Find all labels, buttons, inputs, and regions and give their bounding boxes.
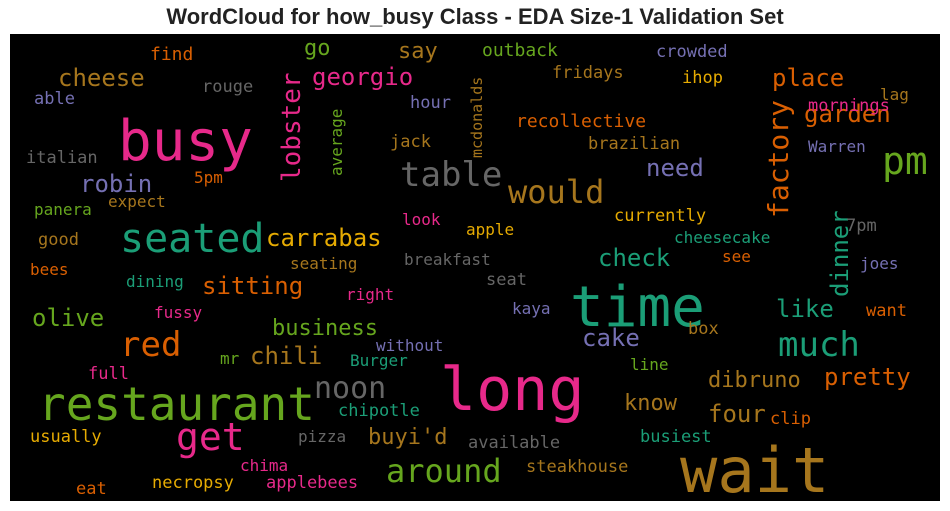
word-red: red (120, 325, 181, 365)
word-mornings: mornings (808, 96, 890, 116)
word-necropsy: necropsy (152, 473, 234, 493)
word-like: like (776, 295, 834, 323)
word-say: say (398, 39, 438, 64)
word-look: look (402, 210, 441, 229)
wordcloud-svg: wait long time busy restaurant seated table get… (26, 36, 928, 501)
word-recollective: recollective (516, 111, 646, 132)
word-chima: chima (240, 456, 288, 475)
word-italian: italian (26, 148, 98, 168)
word-get: get (176, 415, 245, 459)
word-noon: noon (314, 371, 386, 406)
word-mcdonalds: mcdonalds (468, 77, 486, 158)
word-would: would (508, 173, 604, 211)
word-find: find (150, 44, 193, 65)
word-pm: pm (882, 139, 928, 183)
word-dibruno: dibruno (708, 368, 801, 393)
word-cheese: cheese (58, 64, 145, 92)
word-available: available (468, 433, 560, 453)
word-crowded: crowded (656, 42, 728, 62)
word-go: go (304, 36, 331, 61)
word-right: right (346, 285, 394, 304)
word-warren: Warren (808, 137, 866, 156)
word-robin: robin (80, 170, 152, 198)
word-average: average (327, 109, 346, 176)
word-seating: seating (290, 254, 357, 273)
word-georgio: georgio (312, 63, 413, 91)
word-lag: lag (880, 85, 909, 104)
word-factory: factory (762, 100, 795, 218)
word-seat: seat (486, 270, 527, 290)
word-business: business (272, 316, 378, 341)
word-eat: eat (76, 479, 107, 499)
word-steakhouse: steakhouse (526, 457, 628, 477)
word-table: table (400, 155, 502, 195)
word-mr: mr (220, 349, 240, 368)
word-place: place (772, 64, 844, 92)
word-dining: dining (126, 272, 184, 291)
word-wait: wait (680, 434, 829, 501)
word-clip: clip (770, 409, 811, 429)
wordcloud-canvas: wait long time busy restaurant seated table get… (10, 34, 940, 501)
word-panera: panera (34, 200, 92, 219)
word-time: time (570, 275, 705, 340)
word-busy: busy (118, 109, 253, 174)
word-line: line (630, 355, 669, 374)
word-rouge: rouge (202, 77, 253, 97)
word-ihop: ihop (682, 68, 723, 88)
word-currently: currently (614, 206, 706, 226)
word-seated: seated (120, 216, 265, 262)
word-dinner: dinner (826, 210, 854, 297)
word-bees: bees (30, 260, 69, 279)
word-chili: chili (250, 342, 322, 370)
word-long: long (440, 355, 585, 425)
word-see: see (722, 247, 751, 266)
word-buyi-d: buyi'd (368, 425, 447, 450)
word-fridays: fridays (552, 63, 624, 83)
word-pizza: pizza (298, 427, 346, 446)
word-7pm: 7pm (846, 216, 877, 236)
word-garden: garden (804, 100, 891, 128)
word-5pm: 5pm (194, 168, 223, 187)
word-need: need (646, 154, 704, 182)
word-hour: hour (410, 93, 451, 113)
word-joes: joes (860, 254, 899, 273)
word-cheesecake: cheesecake (674, 228, 770, 247)
word-without: without (376, 336, 443, 355)
word-box: box (688, 319, 719, 339)
word-able: able (34, 89, 75, 109)
word-olive: olive (32, 304, 104, 332)
word-busiest: busiest (640, 427, 712, 447)
word-lobster: lobster (277, 72, 307, 182)
word-full: full (88, 364, 129, 384)
word-applebees: applebees (266, 473, 358, 493)
word-sitting: sitting (202, 272, 303, 300)
word-apple: apple (466, 220, 514, 239)
word-around: around (386, 452, 502, 490)
word-want: want (866, 301, 907, 321)
chart-title: WordCloud for how_busy Class - EDA Size-… (166, 4, 784, 29)
word-brazilian: brazilian (588, 134, 680, 154)
word-cake: cake (582, 324, 640, 352)
word-four: four (708, 400, 766, 428)
word-pretty: pretty (824, 363, 911, 391)
word-good: good (38, 230, 79, 250)
word-burger: Burger (350, 351, 408, 370)
word-much: much (778, 325, 860, 365)
word-carrabas: carrabas (266, 224, 382, 252)
word-kaya: kaya (512, 299, 551, 318)
word-know: know (624, 391, 678, 416)
word-restaurant: restaurant (38, 377, 315, 431)
word-chipotle: chipotle (338, 401, 420, 421)
word-jack: jack (390, 132, 431, 152)
word-breakfast: breakfast (404, 250, 491, 269)
word-usually: usually (30, 427, 102, 447)
word-expect: expect (108, 192, 166, 211)
word-fussy: fussy (154, 303, 203, 322)
word-check: check (598, 244, 671, 272)
word-outback: outback (482, 40, 558, 61)
